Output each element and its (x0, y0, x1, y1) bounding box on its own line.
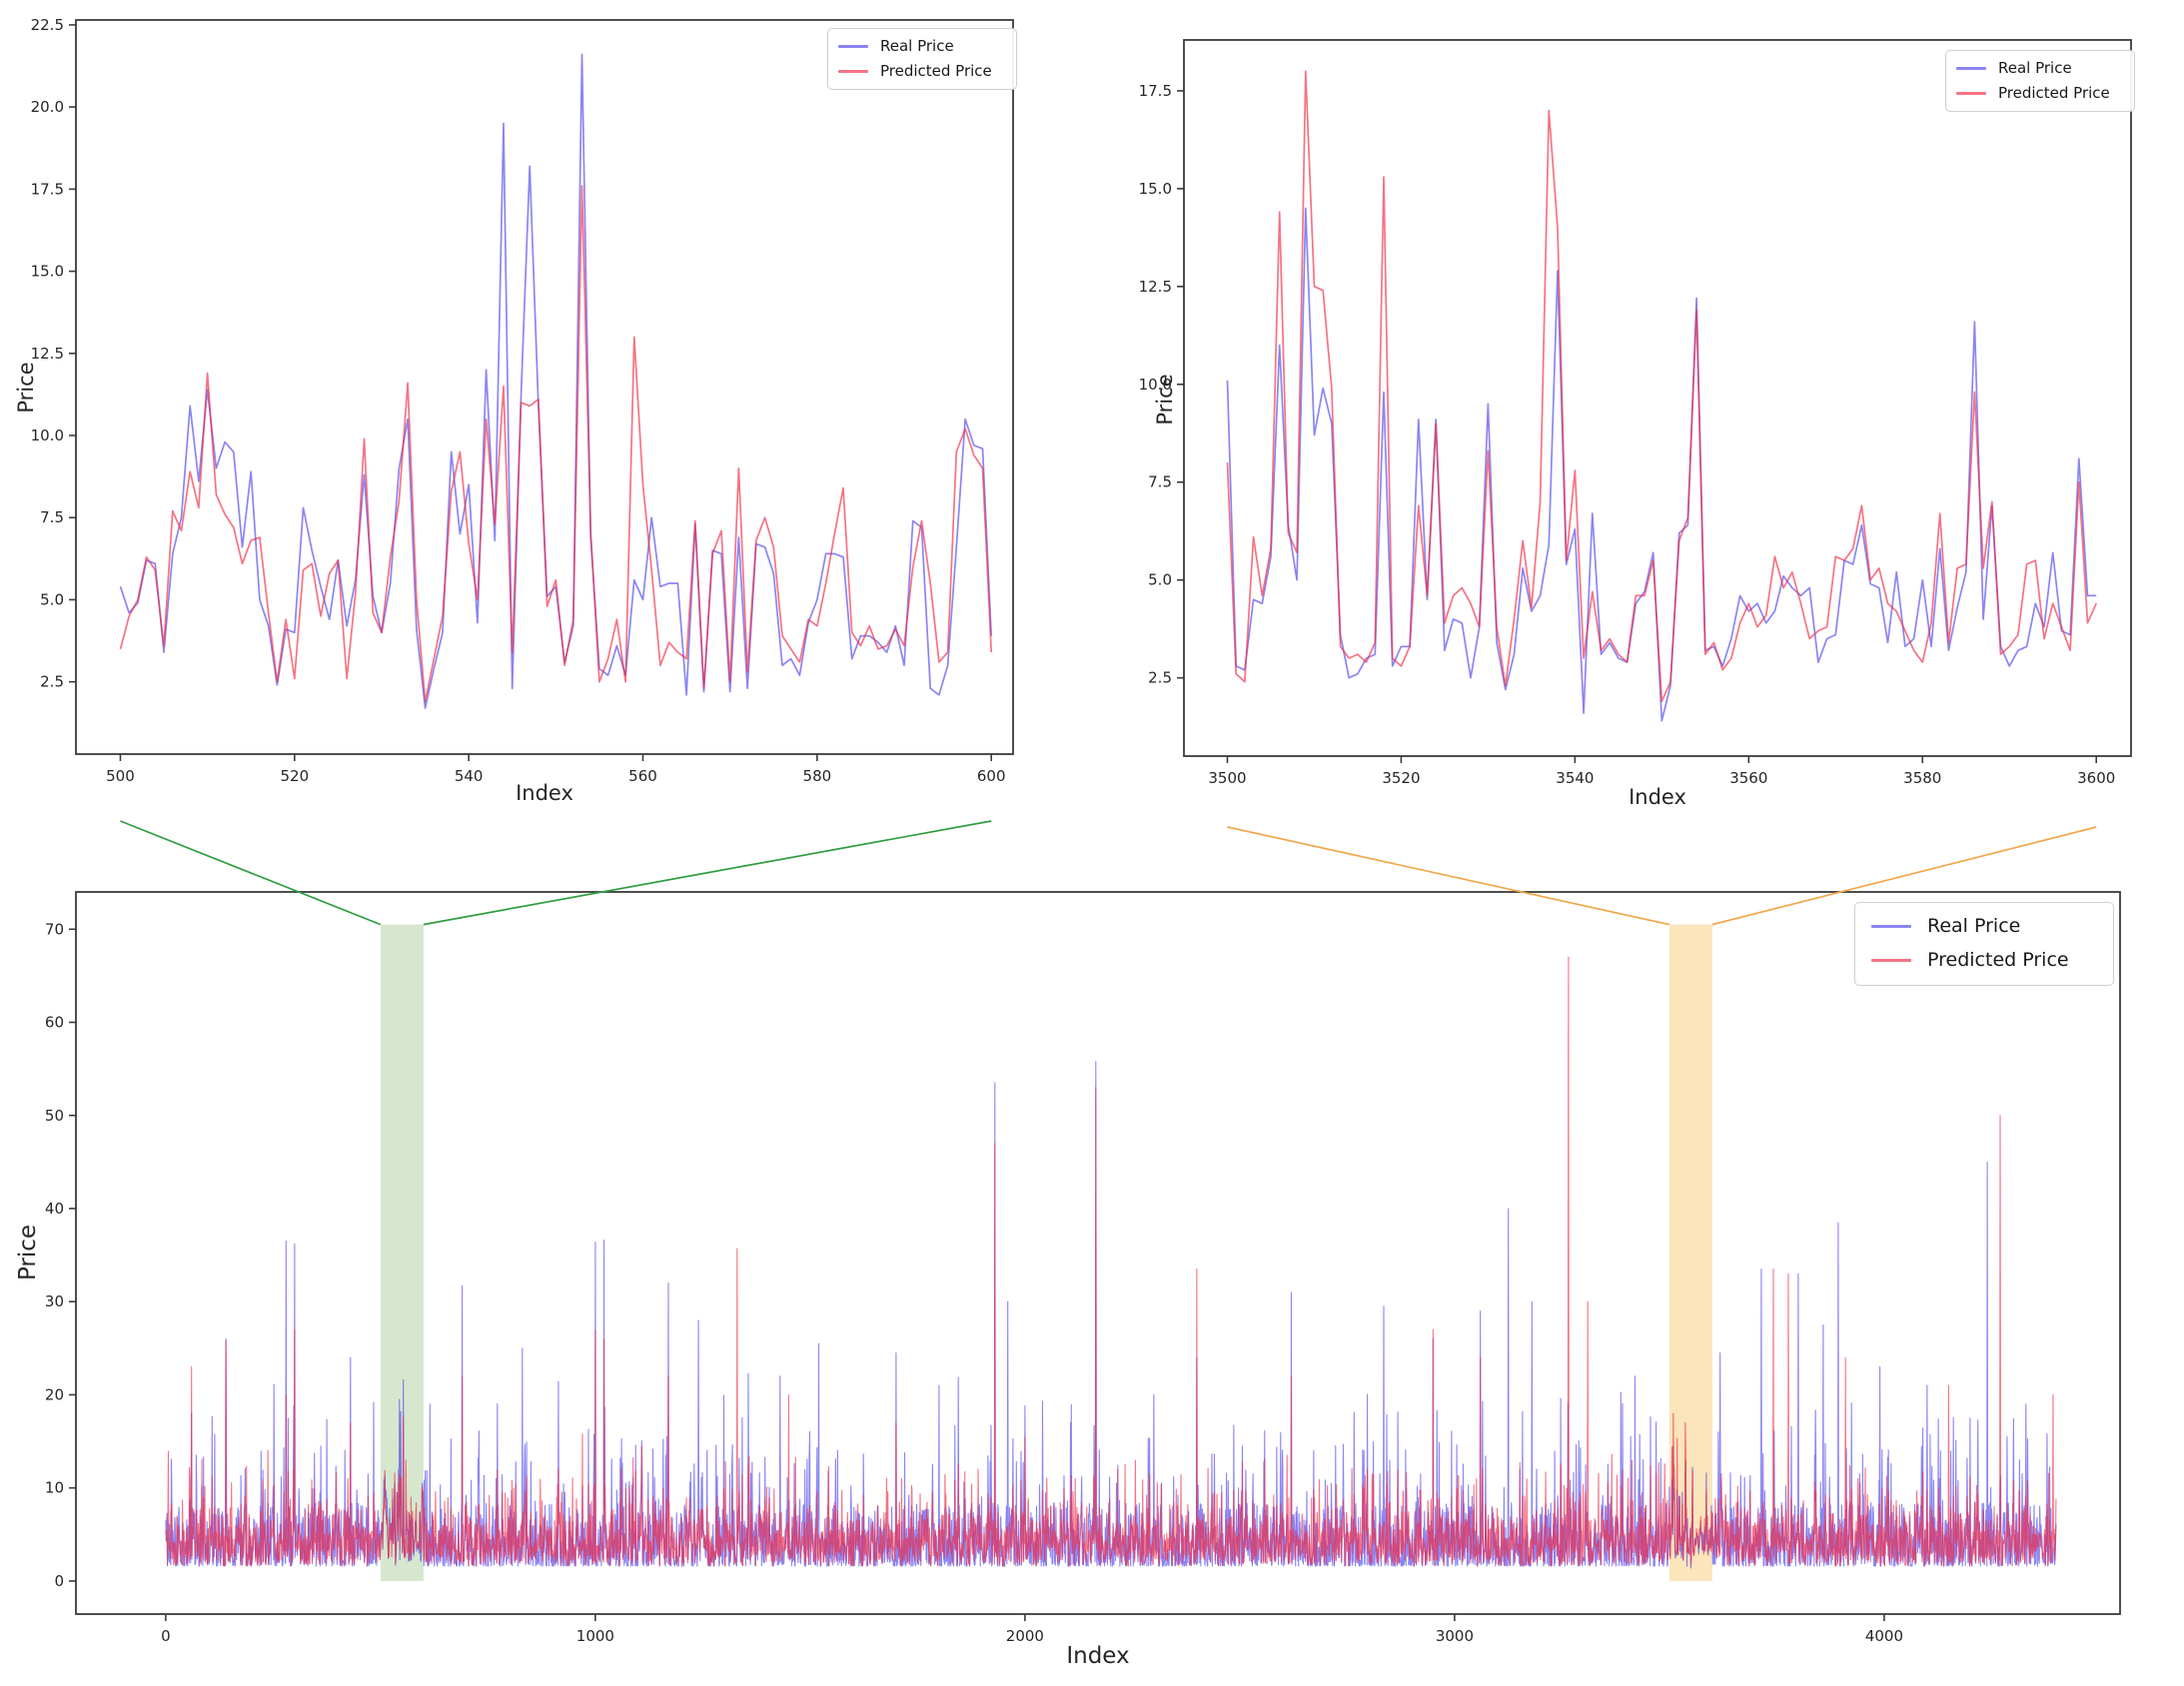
zoom-left-plot-frame (75, 19, 1014, 755)
legend-label-real: Real Price (1927, 915, 2021, 937)
zoom-left-legend: Real Price Predicted Price (827, 28, 1017, 90)
zoom-left-real-price-line (119, 53, 993, 709)
zoom-left-x-tick-label: 500 (106, 767, 135, 785)
full-series-y-tick-label: 40 (45, 1200, 64, 1218)
legend-item-pred: Predicted Price (1871, 949, 2097, 973)
zoom-left-x-tick-label: 600 (977, 767, 1006, 785)
highlight-band-0 (380, 924, 424, 1581)
legend-item-pred: Predicted Price (1956, 84, 2120, 103)
zoom-right-y-tick-label: 2.5 (1148, 669, 1172, 687)
zoom-left-y-tick-label: 2.5 (40, 673, 64, 691)
zoom-left-y-tick-label: 10.0 (31, 426, 64, 444)
zoom-left-x-tick-label: 520 (280, 767, 309, 785)
zoom-right-y-tick-label: 15.0 (1139, 180, 1172, 198)
zoom-left-predicted-price-line (119, 185, 993, 703)
real-price-line-swatch (838, 44, 868, 48)
full-series-y-tick-label: 0 (54, 1572, 64, 1590)
zoom-right-predicted-price-line (1226, 70, 2097, 702)
zoom-left-x-tick-label: 580 (803, 767, 832, 785)
predicted-price-line-swatch (838, 69, 868, 73)
full-series-xaxis-title: Index (1066, 1643, 1130, 1669)
zoom-right-x-tick-label: 3540 (1556, 769, 1594, 787)
full-series-y-tick-label: 20 (45, 1385, 64, 1403)
zoom-right-y-tick-label: 5.0 (1148, 571, 1172, 589)
zoom-right-y-tick-label: 12.5 (1139, 278, 1172, 296)
zoom-left-y-tick-label: 7.5 (40, 508, 64, 526)
real-price-line-swatch (1956, 66, 1986, 70)
zoom-connector-line-0-1 (423, 820, 992, 926)
zoom-left-yaxis-title: Price (14, 362, 38, 414)
legend-item-real: Real Price (1871, 915, 2097, 939)
zoom-left-y-tick-label: 20.0 (31, 98, 64, 116)
full-series-x-tick-label: 1000 (576, 1627, 614, 1645)
zoom-right-y-tick-label: 17.5 (1139, 82, 1172, 100)
legend-label-pred: Predicted Price (880, 61, 992, 80)
full-series-legend: Real Price Predicted Price (1854, 902, 2114, 986)
zoom-right-x-tick-label: 3580 (1903, 769, 1941, 787)
zoom-left-y-tick-label: 17.5 (31, 180, 64, 198)
legend-item-real: Real Price (1956, 59, 2120, 78)
full-series-x-tick-label: 0 (161, 1627, 171, 1645)
full-series-y-tick-label: 10 (45, 1479, 64, 1497)
full-series-plot-frame (75, 891, 2121, 1615)
zoom-right-x-tick-label: 3600 (2077, 769, 2115, 787)
legend-label-pred: Predicted Price (1927, 948, 2069, 971)
zoom-left-y-tick-label: 12.5 (31, 345, 64, 363)
real-price-line-swatch (1871, 925, 1911, 929)
zoom-connector-line-0-0 (120, 820, 382, 926)
full-series-yaxis-title: Price (15, 1224, 41, 1281)
zoom-right-x-tick-label: 3520 (1382, 769, 1420, 787)
full-series-predicted-price-line (165, 956, 2057, 1567)
zoom-left-y-tick-label: 5.0 (40, 590, 64, 608)
zoom-right-yaxis-title: Price (1153, 374, 1177, 425)
predicted-price-line-swatch (1956, 91, 1986, 95)
full-series-x-tick-label: 3000 (1436, 1627, 1474, 1645)
legend-item-real: Real Price (838, 37, 1002, 56)
legend-label-real: Real Price (1998, 59, 2072, 77)
zoom-right-x-tick-label: 3560 (1729, 769, 1767, 787)
zoom-right-y-tick-label: 7.5 (1148, 473, 1172, 491)
zoom-left-xaxis-title: Index (516, 781, 573, 805)
full-series-y-tick-label: 30 (45, 1292, 64, 1310)
zoom-left-x-tick-label: 560 (628, 767, 657, 785)
zoom-connector-line-1-0 (1227, 826, 1670, 926)
full-series-y-tick-label: 50 (45, 1107, 64, 1125)
zoom-left-y-tick-label: 15.0 (31, 263, 64, 281)
zoom-left-x-tick-label: 540 (455, 767, 484, 785)
legend-label-real: Real Price (880, 37, 954, 55)
zoom-left-y-tick-label: 22.5 (31, 16, 64, 34)
predicted-price-line-swatch (1871, 959, 1911, 963)
full-series-x-tick-label: 4000 (1865, 1627, 1903, 1645)
zoom-right-plot-frame (1183, 39, 2132, 757)
zoom-right-y-tick-label: 10.0 (1139, 376, 1172, 394)
zoom-right-real-price-line (1226, 207, 2097, 722)
zoom-right-legend: Real Price Predicted Price (1945, 50, 2135, 112)
full-series-x-tick-label: 2000 (1006, 1627, 1044, 1645)
full-series-y-tick-label: 70 (45, 920, 64, 938)
zoom-right-x-tick-label: 3500 (1208, 769, 1246, 787)
zoom-right-xaxis-title: Index (1629, 785, 1686, 809)
full-series-y-tick-label: 60 (45, 1014, 64, 1032)
legend-label-pred: Predicted Price (1998, 83, 2110, 102)
zoom-connector-line-1-1 (1711, 826, 2097, 926)
legend-item-pred: Predicted Price (838, 62, 1002, 81)
